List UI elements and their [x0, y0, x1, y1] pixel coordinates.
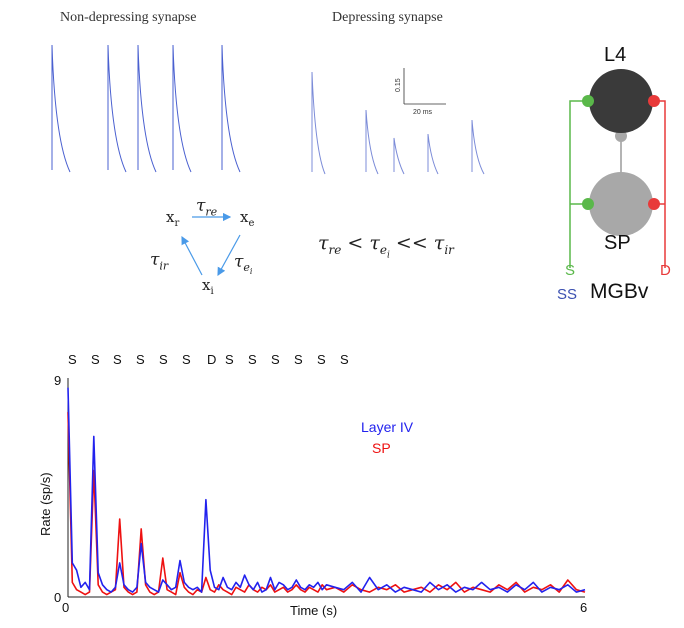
sequence-letter: D	[207, 352, 217, 367]
sequence-letter: S	[248, 352, 257, 367]
time-constant-inequality: τre < τei << τir	[318, 232, 454, 261]
sequence-letter: S	[271, 352, 280, 367]
tau-ir-label: τir	[150, 250, 169, 273]
sequence-letter: S	[225, 352, 234, 367]
legend-sp: SP	[372, 440, 391, 456]
x-tick-min: 0	[62, 600, 69, 615]
trace-spike	[311, 71, 326, 175]
synaptic-traces: 0.15 20 ms	[51, 44, 485, 175]
trace-spike	[137, 44, 157, 173]
arrow-e-to-i	[217, 234, 241, 277]
circuit-diagram	[569, 69, 666, 268]
sequence-letter: S	[294, 352, 303, 367]
y-axis-label: Rate (sp/s)	[38, 472, 53, 536]
tau-re-label: τre	[196, 196, 218, 219]
stimulus-sequence: S S S S S S D S S S S S S	[62, 352, 362, 372]
state-x-e: xe	[240, 208, 255, 229]
l4-sp-synapse	[615, 130, 627, 142]
sequence-letter: S	[159, 352, 168, 367]
depressing-trace	[311, 71, 485, 175]
x-axis-label: Time (s)	[290, 603, 337, 618]
d-synapse-sp	[648, 198, 660, 210]
y-tick-min: 0	[54, 590, 61, 605]
kinetic-scheme	[181, 212, 241, 277]
l4-label: L4	[604, 44, 627, 66]
s-synapse-l4	[582, 95, 594, 107]
sequence-letter: S	[340, 352, 349, 367]
sequence-letter: S	[136, 352, 145, 367]
trace-spike	[107, 44, 127, 173]
ss-label: SS	[557, 286, 578, 303]
trace-spike	[365, 109, 379, 175]
sequence-letter: S	[182, 352, 191, 367]
trace-spike	[221, 44, 241, 173]
non-depressing-trace	[51, 44, 241, 173]
series-line-layer-iv	[67, 387, 586, 593]
tau-ei-label: τei	[234, 252, 253, 277]
state-x-i: xi	[202, 276, 214, 297]
trace-spike	[51, 44, 71, 173]
non-depressing-title: Non-depressing synapse	[60, 10, 197, 25]
s-label: S	[565, 262, 576, 279]
mgbv-label: MGBv	[590, 280, 649, 303]
d-label: D	[660, 262, 671, 279]
scale-bar-horizontal-label: 20 ms	[413, 109, 433, 116]
depressing-title: Depressing synapse	[332, 10, 443, 25]
x-tick-max: 6	[580, 600, 587, 615]
scale-bar	[403, 68, 446, 105]
sequence-letter: S	[91, 352, 100, 367]
sp-label: SP	[604, 232, 631, 254]
state-x-r: xr	[166, 208, 180, 229]
d-synapse-l4	[648, 95, 660, 107]
trace-spike	[427, 133, 439, 175]
sequence-letter: S	[68, 352, 77, 367]
sp-node	[589, 172, 653, 236]
series-line-sp	[67, 412, 586, 596]
trace-spike	[393, 137, 405, 175]
scale-bar-vertical-label: 0.15	[395, 78, 402, 92]
legend-layer-iv: Layer IV	[361, 419, 414, 435]
s-synapse-sp	[582, 198, 594, 210]
s-pathway-line	[569, 100, 588, 268]
arrow-i-to-r	[181, 235, 203, 276]
sequence-letter: S	[317, 352, 326, 367]
y-tick-max: 9	[54, 373, 61, 388]
l4-node	[589, 69, 653, 133]
d-pathway-line	[652, 100, 666, 268]
trace-spike	[471, 119, 485, 175]
sequence-letter: S	[113, 352, 122, 367]
rate-chart: 9 0 0 6 Time (s) Rate (sp/s) Layer IV SP	[38, 373, 587, 618]
trace-spike	[172, 44, 192, 173]
